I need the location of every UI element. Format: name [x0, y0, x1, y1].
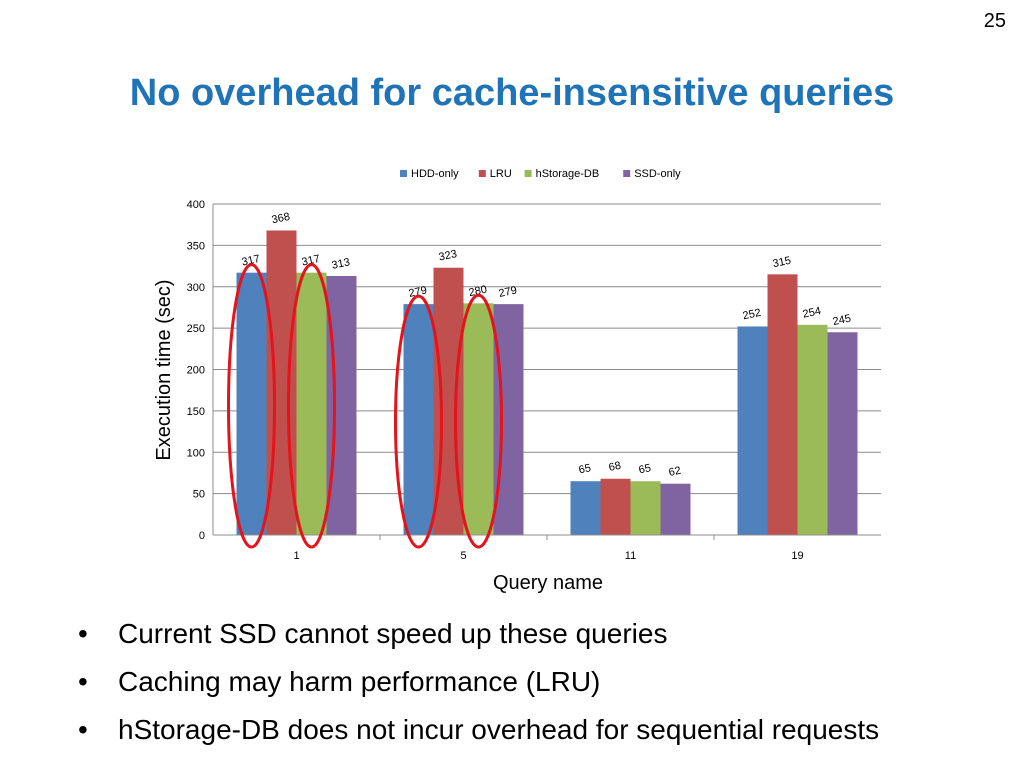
y-tick-label: 0 [199, 530, 205, 542]
execution-time-chart: 317 368 317 313 279 323 280 279 65 68 65 62 252 315 25… [153, 168, 881, 594]
legend-swatch [400, 170, 407, 177]
bullet-dot: • [78, 618, 88, 649]
bar [296, 272, 327, 535]
highlight-ellipse [394, 294, 443, 549]
highlight-ellipse [287, 263, 336, 549]
y-tick-label: 350 [187, 240, 205, 252]
legend-label: hStorage-DB [536, 168, 600, 180]
legend-label: HDD-only [411, 168, 459, 180]
data-label: 317 [301, 253, 321, 269]
bullet-text: hStorage-DB does not incur overhead for … [118, 714, 880, 745]
bullet-item: • Caching may harm performance (LRU) [78, 658, 879, 706]
data-label: 65 [578, 462, 592, 476]
bar [630, 481, 661, 535]
y-tick-label: 100 [187, 447, 205, 459]
bar [797, 324, 828, 535]
highlight-ellipse [227, 263, 276, 549]
y-tick-label: 300 [187, 282, 205, 294]
x-tick-label: 5 [460, 550, 466, 562]
data-label: 245 [832, 313, 852, 329]
data-label: 68 [608, 460, 622, 474]
data-label: 323 [438, 248, 458, 264]
bar [600, 478, 631, 535]
legend-swatch [623, 170, 631, 177]
slide-title: No overhead for cache-insensitive querie… [129, 72, 895, 114]
bar [403, 304, 434, 535]
bar [493, 304, 524, 535]
bar [737, 326, 768, 535]
axes: 0 50 100 150 200 250 300 350 400 1 5 11 19 [187, 199, 881, 562]
bar [236, 272, 267, 535]
bar [463, 303, 494, 535]
bullet-text: Caching may harm performance (LRU) [118, 666, 601, 697]
data-label: 279 [408, 284, 428, 300]
bullet-item: • Current SSD cannot speed up these queri… [78, 610, 879, 658]
legend-swatch [478, 170, 486, 177]
data-label: 313 [331, 256, 351, 272]
bar [660, 483, 691, 535]
y-tick-label: 50 [193, 489, 205, 501]
data-label: 279 [498, 284, 518, 300]
x-tick-label: 1 [293, 550, 299, 562]
data-label: 315 [772, 255, 792, 271]
legend-label: SSD-only [634, 168, 681, 180]
legend: HDD-only LRU hStorage-DB SSD-only [400, 168, 681, 180]
bullet-dot: • [78, 666, 88, 697]
data-label: 368 [271, 211, 291, 227]
bar [326, 275, 357, 535]
bar [570, 481, 601, 535]
y-tick-label: 150 [187, 406, 205, 418]
bar [827, 332, 858, 535]
legend-label: LRU [490, 168, 512, 180]
y-tick-label: 250 [187, 323, 205, 335]
bullet-text: Current SSD cannot speed up these querie… [118, 618, 668, 649]
data-labels: 317 368 317 313 279 323 280 279 65 68 65 62 252 315 25… [241, 211, 852, 479]
x-tick-label: 11 [625, 550, 636, 562]
bullet-item: • hStorage-DB does not incur overhead for… [78, 706, 879, 754]
y-tick-label: 400 [187, 199, 205, 211]
x-tick-label: 19 [791, 550, 803, 562]
y-tick-label: 200 [187, 365, 205, 377]
data-label: 62 [668, 465, 682, 479]
bar [767, 274, 798, 535]
y-axis-title: Execution time (sec) [153, 279, 175, 460]
data-label: 280 [468, 284, 488, 300]
data-label: 317 [241, 253, 261, 269]
highlight-ellipses [227, 263, 503, 549]
bullet-dot: • [78, 714, 88, 745]
highlight-ellipse [454, 293, 503, 549]
legend-swatch [524, 170, 532, 177]
page-number: 25 [983, 10, 1006, 32]
data-label: 252 [742, 307, 762, 323]
x-axis-title: Query name [493, 572, 603, 594]
bullet-list: • Current SSD cannot speed up these queri… [78, 610, 879, 754]
data-label: 254 [802, 305, 822, 321]
data-label: 65 [638, 462, 652, 476]
